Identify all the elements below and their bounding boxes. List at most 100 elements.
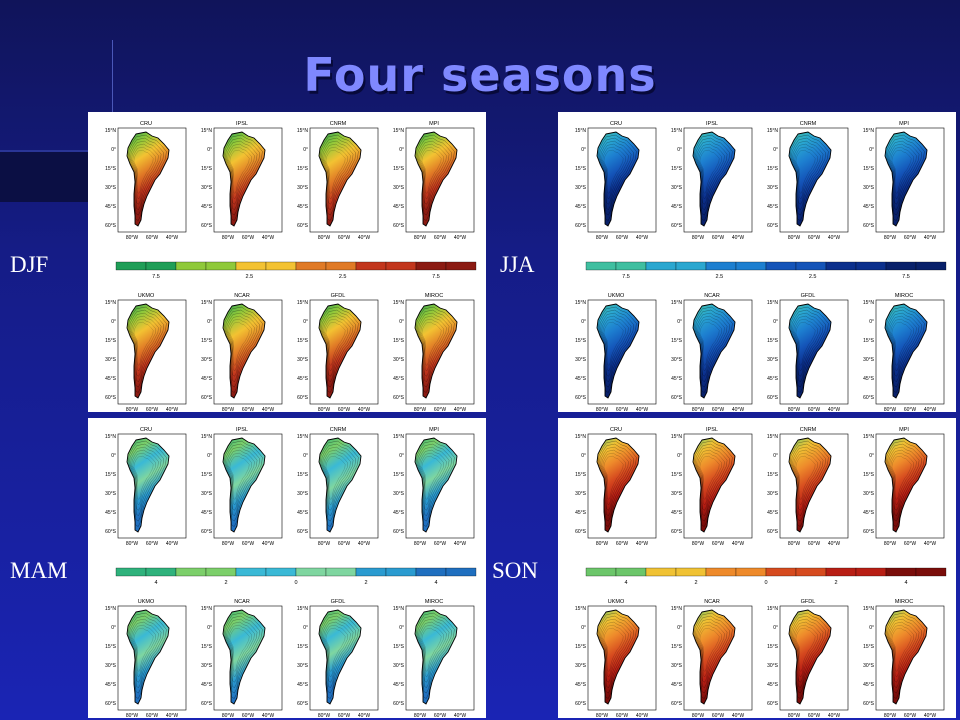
contour-line [693,306,733,393]
lat-label: 45°S [297,204,309,210]
colorbar-cell [765,261,797,271]
colorbar-cell [175,261,207,271]
map-gfdl: GFDL 15°N 0° 15°S 30°S 45°S 60°S 80°W 60°W 40°W [767,599,849,718]
lat-label: 15°S [671,644,683,650]
lat-label: 60°S [201,395,213,401]
lat-label: 60°S [863,395,875,401]
colorbar-cell [445,261,477,271]
lon-label: 80°W [414,407,427,412]
lat-label: 0° [303,453,308,459]
contour-line [889,143,917,205]
contour-line [597,306,637,393]
contour-line [319,134,359,221]
model-name: GFDL [801,599,816,605]
lon-label: 60°W [338,541,351,547]
contour-line [127,612,167,699]
lat-label: 15°N [863,606,875,612]
map-ukmo: UKMO 15°N 0° 15°S 30°S 45°S 60°S 80°W 60°W 40°W [105,293,187,412]
contour-line [225,309,260,388]
contour-line [325,456,346,500]
contour-line [600,618,632,688]
contour-line [601,143,629,205]
colorbar-cell [855,261,887,271]
contour-line [129,443,164,522]
contour-line [319,306,359,393]
contour-line [795,150,816,194]
lat-label: 15°S [297,644,309,650]
lat-label: 15°N [767,128,779,134]
model-name: GFDL [331,599,346,605]
lat-label: 60°S [201,223,213,229]
contour-line [419,449,447,511]
lon-label: 60°W [904,235,917,241]
contour-line [420,318,444,371]
lon-label: 60°W [146,407,159,412]
contour-line [415,612,455,699]
lat-label: 30°S [201,357,213,363]
lat-label: 30°S [393,491,405,497]
contour-line [418,618,450,688]
colorbar-tick: 0 [764,580,767,586]
contour-line [792,618,824,688]
lon-label: 80°W [884,541,897,547]
lon-label: 40°W [454,235,467,241]
lat-label: 15°N [297,606,309,612]
contour-line [887,443,922,522]
lat-label: 45°S [201,376,213,382]
lat-label: 0° [207,319,212,325]
lon-label: 40°W [166,713,179,718]
lat-label: 15°N [105,128,117,134]
contour-line [127,306,167,393]
colorbar-tick: 7.5 [902,274,910,280]
lon-label: 40°W [828,541,841,547]
contour-line [417,309,452,388]
contour-line [698,318,722,371]
map-gfdl: GFDL 15°N 0° 15°S 30°S 45°S 60°S 80°W 60°W 40°W [767,293,849,412]
contour-line [415,440,455,527]
colorbar-tick: 2 [834,580,837,586]
lat-label: 0° [303,625,308,631]
contour-line [601,449,629,511]
lat-label: 0° [773,147,778,153]
lat-label: 30°S [671,491,683,497]
contour-line [795,628,816,672]
map-ncar: NCAR 15°N 0° 15°S 30°S 45°S 60°S 80°W 60°W 40°W [201,293,283,412]
lat-label: 30°S [671,185,683,191]
contour-line [319,440,359,527]
contour-line [225,443,260,522]
map-ncar: NCAR 15°N 0° 15°S 30°S 45°S 60°S 80°W 60°W 40°W [201,599,283,718]
contour-line [129,309,164,388]
lon-label: 40°W [636,713,649,718]
contour-line [789,440,829,527]
lat-label: 15°S [201,644,213,650]
colorbar-cell [325,567,357,577]
map-ukmo: UKMO 15°N 0° 15°S 30°S 45°S 60°S 80°W 60°W 40°W [575,293,657,412]
lon-label: 60°W [146,235,159,241]
contour-line [225,615,260,694]
contour-line [889,621,917,683]
model-name: UKMO [138,293,155,299]
lon-label: 40°W [454,541,467,547]
map-cnrm: CNRM 15°N 0° 15°S 30°S 45°S 60°S 80°W 60°W 40°W [297,427,379,547]
lat-label: 45°S [767,204,779,210]
contour-line [888,312,920,382]
contour-line [695,443,730,522]
contour-line [695,309,730,388]
contour-line [323,143,351,205]
contour-line [599,615,634,694]
lat-label: 30°S [297,663,309,669]
lat-label: 60°S [297,529,309,535]
lon-label: 80°W [884,235,897,241]
model-name: UKMO [608,599,625,605]
colorbar-cell [265,567,297,577]
colorbar-cell [415,567,447,577]
lon-label: 80°W [692,713,705,718]
lat-label: 30°S [201,185,213,191]
lat-label: 0° [581,319,586,325]
contour-line [228,318,252,371]
lat-label: 15°N [297,128,309,134]
lat-label: 0° [399,147,404,153]
lon-label: 60°W [338,713,351,718]
lat-label: 30°S [767,357,779,363]
lat-label: 15°S [105,472,117,478]
